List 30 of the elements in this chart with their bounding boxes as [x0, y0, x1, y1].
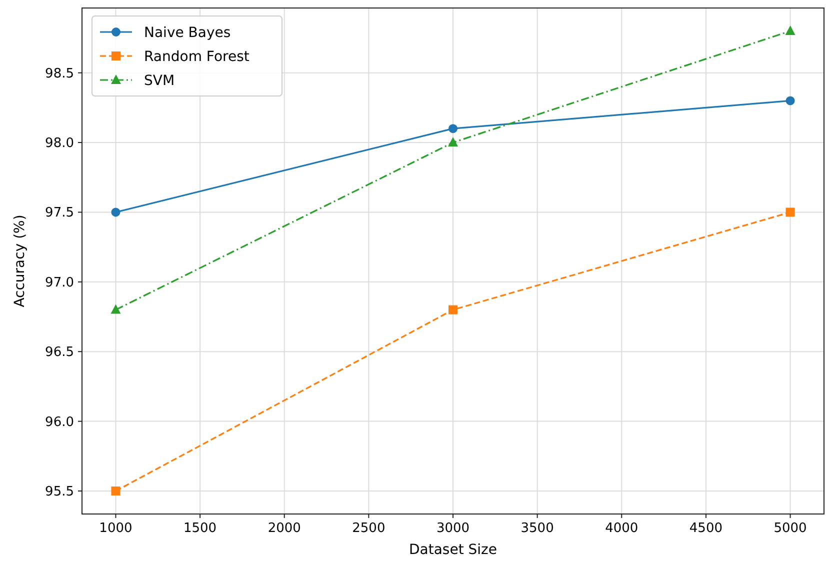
- legend-label: SVM: [144, 73, 175, 89]
- point: [786, 96, 795, 106]
- x-tick-label: 3500: [520, 521, 554, 536]
- y-tick-label: 97.0: [45, 275, 74, 290]
- point: [448, 305, 458, 314]
- point: [448, 137, 458, 147]
- y-tick-label: 97.5: [45, 206, 74, 221]
- y-tick-label: 96.5: [45, 345, 74, 360]
- x-axis-title: Dataset Size: [408, 542, 498, 558]
- y-tick-label: 98.0: [45, 136, 74, 152]
- x-tick-label: 4000: [605, 521, 638, 536]
- x-tick-label: 1000: [99, 521, 132, 536]
- y-axis-title: Accuracy (%): [12, 214, 28, 308]
- y-tick-label: 95.5: [45, 484, 74, 500]
- x-tick-label: 1500: [184, 521, 217, 536]
- point: [111, 486, 120, 496]
- legend-label: Naive Bayes: [144, 25, 231, 41]
- point: [786, 208, 795, 217]
- x-tick-label: 2000: [268, 521, 301, 536]
- point: [448, 124, 458, 134]
- point: [785, 26, 796, 35]
- x-tick-label: 5000: [774, 521, 807, 536]
- y-tick-label: 96.0: [45, 414, 74, 430]
- x-tick-label: 2500: [352, 521, 386, 536]
- point: [110, 304, 121, 314]
- y-tick-label: 98.5: [45, 66, 74, 82]
- point: [111, 208, 120, 217]
- x-tick-label: 4500: [689, 521, 722, 536]
- legend-label: Random Forest: [144, 49, 250, 65]
- x-tick-label: 3000: [436, 521, 470, 536]
